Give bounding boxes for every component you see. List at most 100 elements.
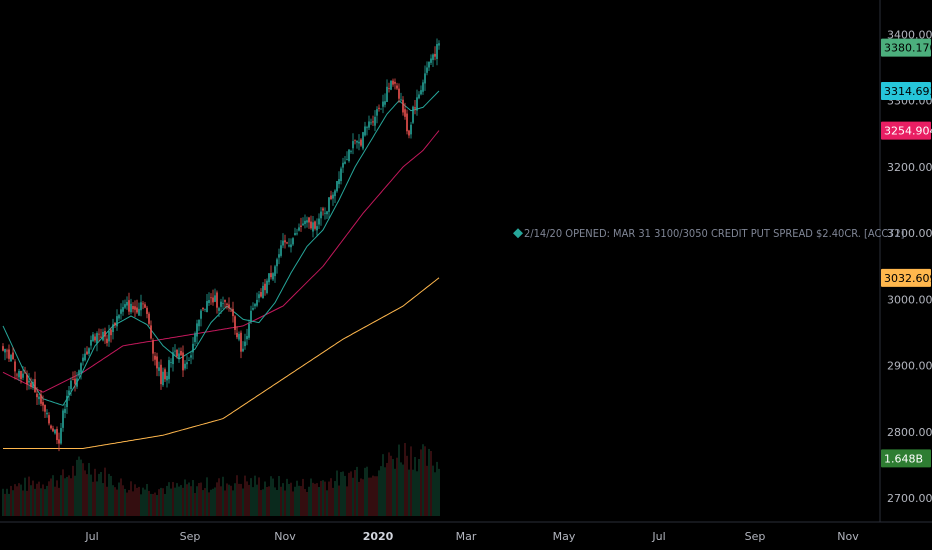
candle: [400, 92, 402, 102]
volume-bar: [230, 485, 232, 516]
candle: [320, 207, 322, 226]
volume-bar: [224, 490, 226, 516]
volume-bar: [366, 466, 368, 516]
candle: [276, 257, 278, 274]
candle: [202, 307, 204, 311]
candle: [64, 403, 66, 419]
candle: [216, 290, 218, 314]
candle: [210, 293, 212, 305]
badge-label: 3032.6097: [884, 272, 932, 285]
candle: [66, 390, 68, 414]
volume-bar: [200, 482, 202, 516]
volume-bar: [180, 485, 182, 516]
candle: [174, 344, 176, 357]
candle: [134, 300, 136, 318]
volume-bar: [82, 463, 84, 516]
volume-bar: [16, 486, 18, 516]
volume-bar: [60, 475, 62, 516]
price-axis[interactable]: 3400.00003300.00003200.00003100.00003000…: [887, 28, 932, 505]
volume-bar: [118, 482, 120, 516]
volume-bar: [318, 487, 320, 516]
volume-bar: [380, 466, 382, 516]
candle: [104, 327, 106, 344]
candle: [300, 217, 302, 232]
price-badges: 3380.1700 3314.6930 3254.9040 3032.6097 1.64…: [881, 38, 932, 468]
candle: [308, 216, 310, 229]
candle: [352, 133, 354, 155]
candle: [418, 91, 420, 100]
candle: [294, 227, 296, 236]
volume-bar: [14, 484, 16, 516]
time-axis[interactable]: Jul Sep Nov 2020 Mar May Jul Sep Nov: [84, 530, 859, 543]
candle: [188, 357, 190, 361]
candle: [372, 115, 374, 126]
candle: [370, 118, 372, 126]
volume-bar: [306, 491, 308, 516]
candle: [124, 299, 126, 310]
volume-bar: [398, 444, 400, 516]
volume-bar: [214, 487, 216, 516]
trade-annotation[interactable]: 2/14/20 OPENED: MAR 31 3100/3050 CREDIT …: [513, 227, 905, 240]
candle: [118, 314, 120, 321]
volume-bar: [374, 476, 376, 516]
candle: [200, 309, 202, 327]
badge-label: 1.648B: [884, 452, 923, 465]
volume-bar: [434, 472, 436, 516]
volume-bar: [74, 475, 76, 516]
candle: [360, 138, 362, 147]
candle: [268, 273, 270, 285]
annotation-text: 2/14/20 OPENED: MAR 31 3100/3050 CREDIT …: [524, 227, 905, 240]
candle: [154, 352, 156, 366]
candle: [208, 292, 210, 306]
candle: [332, 192, 334, 206]
volume-badge: 1.648B: [881, 449, 931, 468]
candle: [334, 189, 336, 204]
volume-bar: [246, 481, 248, 516]
candle: [292, 237, 294, 246]
last-price-badge: 3380.1700: [881, 38, 932, 57]
volume-bar: [10, 485, 12, 516]
candle: [378, 104, 380, 112]
volume-bar: [368, 477, 370, 516]
volume-bar: [264, 481, 266, 516]
volume-bar: [166, 485, 168, 516]
volume-bar: [330, 478, 332, 516]
candle: [60, 423, 62, 445]
volume-bar: [104, 467, 106, 516]
candle: [82, 353, 84, 366]
y-tick-label: 3200.0000: [887, 161, 932, 174]
volume-bars: [2, 443, 440, 516]
candle: [436, 38, 438, 66]
candle: [70, 377, 72, 397]
volume-bar: [228, 484, 230, 516]
candle: [298, 223, 300, 232]
candle: [248, 319, 250, 340]
x-tick-label: Nov: [274, 530, 296, 543]
candle: [284, 234, 286, 249]
volume-bar: [262, 489, 264, 516]
candle: [184, 360, 186, 371]
candle: [394, 78, 396, 90]
candle: [316, 218, 318, 236]
volume-bar: [192, 480, 194, 516]
candle: [392, 78, 394, 87]
candle: [212, 289, 214, 306]
candle: [228, 297, 230, 312]
volume-bar: [226, 483, 228, 516]
candle: [220, 298, 222, 314]
volume-bar: [114, 487, 116, 516]
volume-bar: [364, 467, 366, 516]
volume-bar: [424, 446, 426, 516]
volume-bar: [346, 486, 348, 516]
candle: [406, 109, 408, 135]
candle: [58, 432, 60, 452]
candle: [346, 151, 348, 161]
candle: [340, 166, 342, 185]
candle: [224, 299, 226, 308]
volume-bar: [98, 473, 100, 516]
volume-bar: [6, 488, 8, 516]
candle: [192, 337, 194, 360]
volume-bar: [210, 489, 212, 516]
volume-bar: [176, 483, 178, 516]
